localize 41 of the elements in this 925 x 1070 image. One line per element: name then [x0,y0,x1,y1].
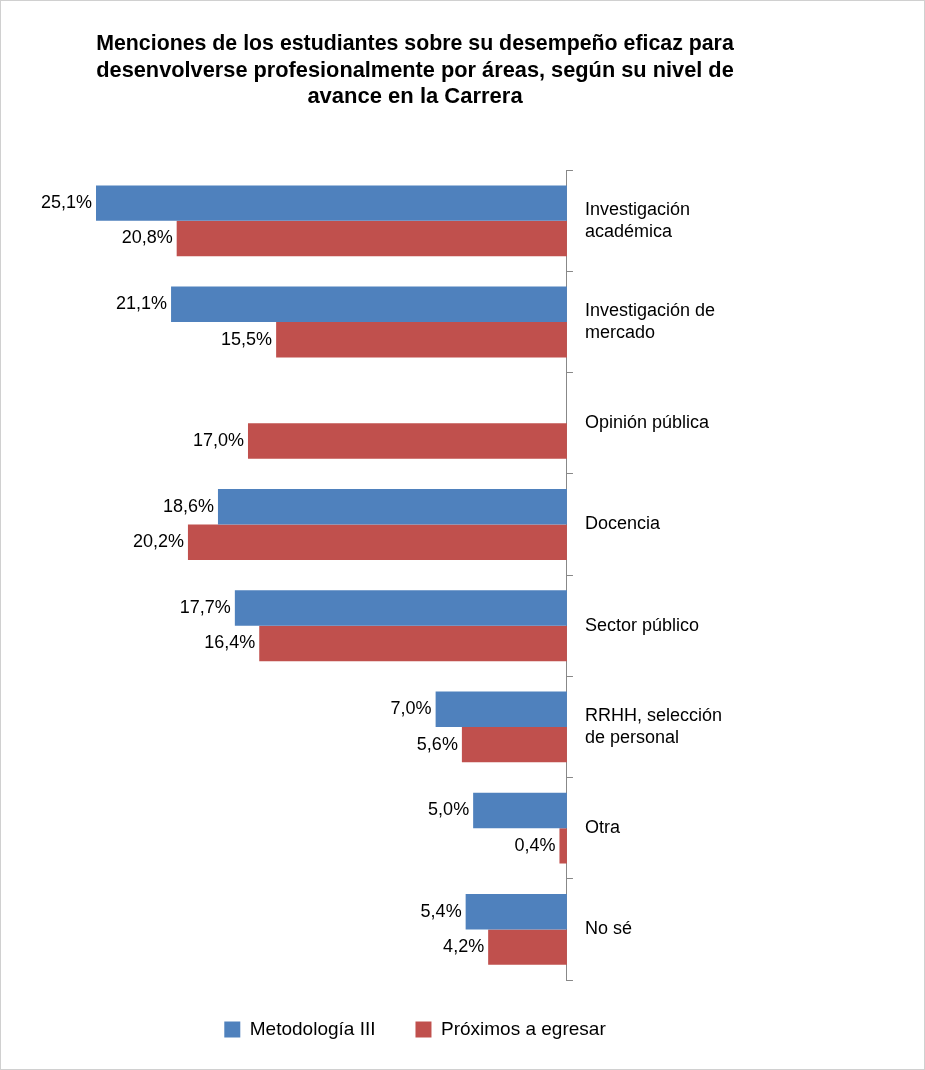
data-label: 7,0% [390,698,432,719]
data-label: 4,2% [443,936,485,957]
bar [259,625,567,662]
y-tick-label: Otra [584,817,621,838]
data-label: 20,8% [121,227,173,248]
bar [234,590,567,626]
data-label: 20,2% [132,531,184,552]
bar [217,489,567,525]
chart-title: Menciones de los estudiantes sobre su desempeño eficaz para desenvolverse profesionalmente por áreas, según su nivel de avance en la Carrera [96,29,735,109]
legend-label: Metodología III [249,1017,376,1039]
bar [96,185,567,221]
data-label: 16,4% [204,632,256,653]
bar [488,929,567,965]
data-label: 5,0% [428,799,470,820]
data-label: 15,5% [221,328,273,349]
y-tick-label: Sector público [584,614,700,635]
bar [473,792,567,829]
bar [465,893,567,930]
y-tick-label: Opinión pública [584,412,711,433]
y-tick-label: Investigación académica [584,198,691,241]
bar [171,286,567,323]
data-label: 5,4% [420,900,462,921]
data-label: 25,1% [40,192,92,213]
bar [247,423,567,459]
legend-label: Próximos a egresar [440,1017,607,1039]
data-label: 17,7% [179,596,231,617]
bar [187,524,567,560]
y-tick-label: Docencia [584,513,661,534]
data-label: 17,0% [192,429,244,450]
bar [176,220,567,257]
bar [435,691,567,727]
bar [461,726,567,763]
data-label: 0,4% [514,834,556,855]
data-label: 18,6% [162,495,214,516]
bar [276,322,567,358]
data-label: 21,1% [116,293,168,314]
bar [559,828,567,864]
y-tick-label: Investigación de mercado [584,300,716,342]
data-label: 5,6% [416,733,458,754]
y-tick-label: No sé [584,918,632,939]
y-tick-label: RRHH, selección de personal [584,705,723,747]
